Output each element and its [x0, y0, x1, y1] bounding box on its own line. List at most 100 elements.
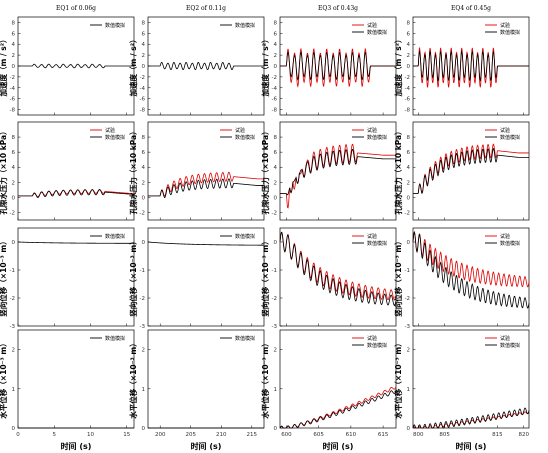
y-tick-label: -8 — [272, 108, 278, 114]
y-tick-label: -4 — [405, 86, 411, 92]
y-tick-label: -2 — [405, 210, 410, 216]
y-tick-label: 0 — [12, 64, 16, 70]
series-line-simulation — [279, 390, 397, 429]
column-title: EQ3 of 0.43g — [318, 5, 358, 12]
legend-label: 数值模拟 — [105, 134, 125, 141]
y-tick-label: 0 — [142, 195, 146, 201]
y-tick-label: 2 — [274, 180, 278, 186]
y-tick-label: -2 — [10, 210, 15, 216]
x-tick-label: 205 — [185, 432, 196, 438]
legend-label: 数值模拟 — [500, 240, 520, 247]
y-tick-label: 8 — [407, 135, 411, 141]
y-tick-label: -2 — [272, 296, 277, 302]
legend-label: 试验 — [500, 22, 510, 29]
y-axis-label: 水平位移（×10⁻³ m） — [0, 339, 8, 418]
panel-frame — [412, 227, 530, 327]
y-tick-label: 0 — [274, 240, 278, 246]
y-tick-label: 6 — [274, 150, 278, 156]
y-tick-label: -3 — [140, 324, 146, 330]
y-tick-label: 6 — [12, 150, 16, 156]
legend-label: 数值模拟 — [367, 240, 387, 247]
y-tick-label: 8 — [407, 20, 411, 26]
y-tick-label: 0 — [142, 426, 146, 432]
series-line-simulation — [280, 148, 396, 196]
y-tick-label: 6 — [142, 150, 146, 156]
x-tick-label: 605 — [313, 432, 324, 438]
panel-frame — [147, 121, 265, 221]
y-tick-label: -2 — [140, 75, 145, 81]
y-tick-label: 4 — [407, 165, 411, 171]
y-tick-label: 4 — [12, 42, 16, 48]
series-line-simulation — [412, 407, 530, 429]
legend-label: 数值模拟 — [367, 342, 387, 349]
column-title: EQ1 of 0.06g — [56, 5, 96, 12]
y-tick-label: 0 — [407, 426, 411, 432]
legend-label: 数值模拟 — [367, 29, 387, 36]
y-tick-label: 8 — [142, 135, 146, 141]
legend-label: 数值模拟 — [235, 233, 255, 240]
series-line-simulation — [279, 231, 397, 306]
series-line-simulation — [147, 241, 264, 246]
y-tick-label: -1 — [272, 268, 277, 274]
y-tick-label: 6 — [12, 31, 16, 37]
legend-label: 数值模拟 — [367, 134, 387, 141]
x-axis-label: 时间 (s) — [61, 441, 92, 451]
y-tick-label: 2 — [274, 348, 278, 354]
x-tick-label: 10 — [87, 432, 94, 438]
x-tick-label: 200 — [155, 432, 166, 438]
legend-label: 数值模拟 — [235, 335, 255, 342]
y-tick-label: 0 — [274, 426, 278, 432]
column-title: EQ2 of 0.11g — [186, 5, 226, 12]
y-tick-label: -2 — [140, 296, 145, 302]
x-axis-label: 时间 (s) — [323, 441, 354, 451]
panel-frame — [412, 121, 530, 221]
y-tick-label: 0 — [12, 195, 16, 201]
x-tick-label: 600 — [281, 432, 292, 438]
legend-label: 数值模拟 — [235, 22, 255, 29]
series-line-simulation — [18, 189, 135, 198]
y-axis-label: 竖向位移（×10⁻³ m） — [0, 237, 8, 316]
legend-label: 试验 — [367, 22, 377, 29]
y-tick-label: 8 — [274, 20, 278, 26]
x-tick-label: 5 — [53, 432, 57, 438]
y-axis-label: 加速度（m / s²） — [393, 35, 403, 97]
series-line-simulation — [18, 63, 134, 69]
y-axis-label: 加速度（m / s²） — [128, 35, 138, 97]
series-line-simulation — [17, 241, 134, 244]
panel-frame — [279, 329, 397, 429]
y-tick-label: 4 — [407, 42, 411, 48]
y-tick-label: 4 — [274, 165, 278, 171]
y-tick-label: 1 — [407, 387, 411, 393]
y-tick-label: 2 — [407, 53, 411, 59]
y-tick-label: -2 — [272, 75, 277, 81]
legend-label: 试验 — [367, 127, 377, 134]
series-line-test — [279, 386, 397, 429]
y-tick-label: -3 — [272, 324, 278, 330]
y-tick-label: 4 — [142, 42, 146, 48]
y-tick-label: -8 — [405, 108, 411, 114]
x-tick-label: 210 — [216, 432, 227, 438]
legend-label: 数值模拟 — [500, 342, 520, 349]
y-tick-label: 0 — [407, 64, 411, 70]
y-tick-label: -4 — [272, 86, 278, 92]
y-axis-label: 水平位移（×10⁻³ m） — [260, 339, 270, 418]
y-tick-label: -8 — [10, 108, 16, 114]
y-tick-label: -2 — [140, 210, 145, 216]
y-tick-label: -1 — [140, 268, 145, 274]
panel-frame — [17, 121, 135, 221]
panel-frame — [17, 227, 135, 327]
y-tick-label: 1 — [12, 387, 16, 393]
legend-label: 试验 — [500, 335, 510, 342]
y-tick-label: -2 — [405, 75, 410, 81]
x-tick-label: 805 — [439, 432, 450, 438]
x-tick-label: 615 — [378, 432, 389, 438]
y-tick-label: 8 — [12, 135, 16, 141]
